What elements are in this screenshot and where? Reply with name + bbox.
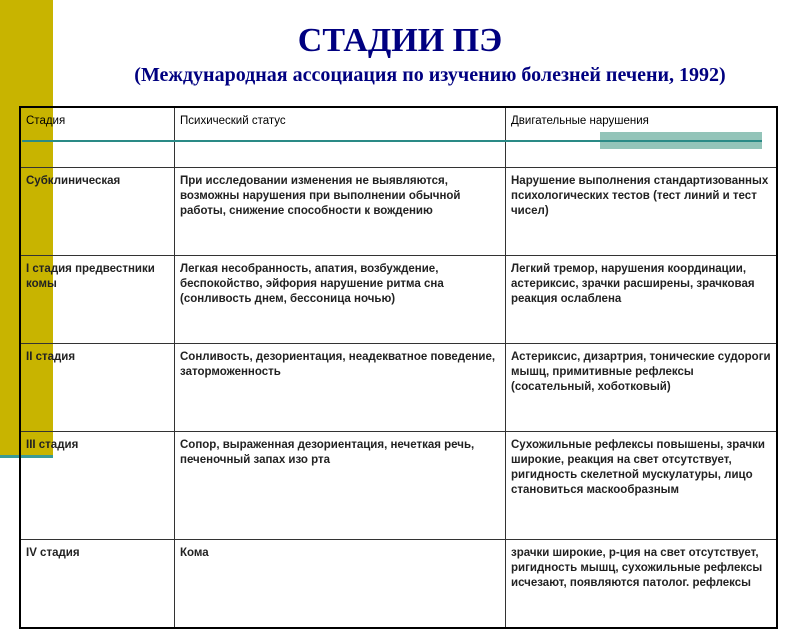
cell-motor-disorders: зрачки широкие, р-ция на свет отсутствуе… xyxy=(505,539,778,628)
slide-title: СТАДИИ ПЭ xyxy=(297,22,503,59)
cell-mental-status: Сопор, выраженная дезориентация, нечетка… xyxy=(174,431,506,540)
table-row: III стадия Сопор, выраженная дезориентац… xyxy=(19,431,778,540)
decorative-teal-line xyxy=(22,140,762,142)
stages-table: Стадия Психический статус Двигательные н… xyxy=(19,106,778,629)
header-mental-status: Психический статус xyxy=(174,106,506,168)
cell-motor-disorders: Астериксис, дизартрия, тонические судоро… xyxy=(505,343,778,432)
cell-stage: I стадия предвестники комы xyxy=(19,255,175,344)
cell-motor-disorders: Нарушение выполнения стандартизованных п… xyxy=(505,167,778,256)
cell-stage: II стадия xyxy=(19,343,175,432)
cell-motor-disorders: Сухожильные рефлексы повышены, зрачки ши… xyxy=(505,431,778,540)
cell-mental-status: Кома xyxy=(174,539,506,628)
cell-mental-status: Легкая несобранность, апатия, возбуждени… xyxy=(174,255,506,344)
header-stage: Стадия xyxy=(19,106,175,168)
table-row: Субклиническая При исследовании изменени… xyxy=(19,167,778,256)
table-row: IV стадия Кома зрачки широкие, р-ция на … xyxy=(19,539,778,628)
cell-mental-status: При исследовании изменения не выявляются… xyxy=(174,167,506,256)
table-row: I стадия предвестники комы Легкая несобр… xyxy=(19,255,778,344)
cell-stage: Субклиническая xyxy=(19,167,175,256)
slide-subtitle: (Международная ассоциация по изучению бо… xyxy=(134,64,726,86)
cell-stage: III стадия xyxy=(19,431,175,540)
cell-stage: IV стадия xyxy=(19,539,175,628)
cell-motor-disorders: Легкий тремор, нарушения координации, ас… xyxy=(505,255,778,344)
cell-mental-status: Сонливость, дезориентация, неадекватное … xyxy=(174,343,506,432)
table-row: II стадия Сонливость, дезориентация, неа… xyxy=(19,343,778,432)
